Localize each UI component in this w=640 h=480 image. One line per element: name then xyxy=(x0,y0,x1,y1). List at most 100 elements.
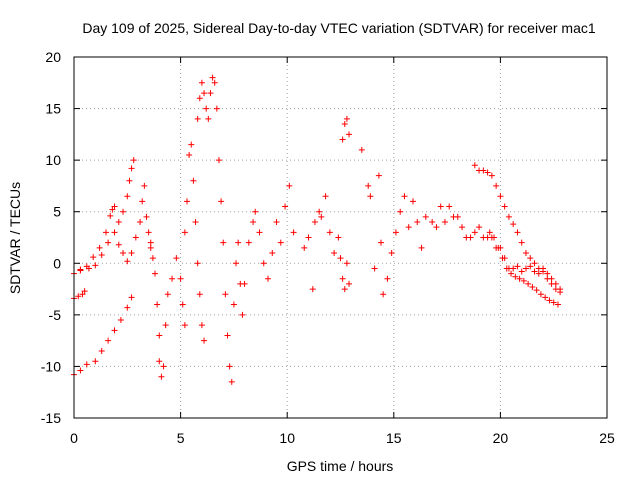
data-point xyxy=(117,317,124,324)
data-point xyxy=(213,105,220,112)
data-point xyxy=(260,260,267,267)
data-point xyxy=(98,347,105,354)
data-point xyxy=(548,280,555,287)
series-track-d xyxy=(77,157,137,273)
data-point xyxy=(388,249,395,256)
data-point xyxy=(198,79,205,86)
data-point xyxy=(215,157,222,164)
y-axis-label: SDTVAR / TECUs xyxy=(7,182,23,294)
data-point xyxy=(397,208,404,215)
data-point xyxy=(378,239,385,246)
data-point xyxy=(527,263,534,270)
data-point xyxy=(226,363,233,370)
data-point xyxy=(120,249,127,256)
data-point xyxy=(201,337,208,344)
data-point xyxy=(158,373,165,380)
data-point xyxy=(527,255,534,262)
data-point xyxy=(471,162,478,169)
data-point xyxy=(235,239,242,246)
data-point xyxy=(405,224,412,231)
data-point xyxy=(467,234,474,241)
x-tick-label: 25 xyxy=(599,430,615,446)
data-point xyxy=(128,249,135,256)
data-point xyxy=(90,254,97,261)
data-point xyxy=(77,266,84,273)
data-point xyxy=(186,151,193,158)
data-point xyxy=(497,244,504,251)
data-point xyxy=(384,275,391,282)
y-tick-label: -5 xyxy=(49,307,62,323)
data-point xyxy=(358,146,365,153)
data-point xyxy=(83,361,90,368)
data-point xyxy=(222,291,229,298)
data-point xyxy=(149,255,156,262)
data-point xyxy=(305,234,312,241)
y-tick-label: -10 xyxy=(41,358,61,374)
data-point xyxy=(557,289,564,296)
data-point xyxy=(111,327,118,334)
data-point xyxy=(339,275,346,282)
data-point xyxy=(518,239,525,246)
data-point xyxy=(422,213,429,220)
data-point xyxy=(522,265,529,272)
data-point xyxy=(484,169,491,176)
data-point xyxy=(201,90,208,97)
x-tick-label: 15 xyxy=(386,430,402,446)
data-point xyxy=(529,284,536,291)
data-point xyxy=(130,157,137,164)
data-point xyxy=(514,229,521,236)
data-point xyxy=(224,332,231,339)
data-point xyxy=(115,241,122,248)
data-point xyxy=(173,255,180,262)
series-track-l xyxy=(358,146,429,298)
plot-frame xyxy=(73,56,608,419)
data-point xyxy=(98,252,105,259)
data-point xyxy=(79,291,86,298)
data-point xyxy=(162,322,169,329)
data-point xyxy=(252,208,259,215)
data-point xyxy=(241,280,248,287)
data-point xyxy=(239,311,246,318)
data-point xyxy=(550,299,557,306)
data-point xyxy=(107,212,114,219)
data-point xyxy=(156,332,163,339)
data-point xyxy=(132,234,139,241)
data-point xyxy=(160,363,167,370)
x-tick-labels: 0 5 10 15 20 25 xyxy=(70,430,615,446)
data-point xyxy=(156,358,163,365)
chart-title: Day 109 of 2025, Sidereal Day-to-day VTE… xyxy=(82,20,595,36)
data-point xyxy=(418,244,425,251)
data-point xyxy=(141,182,148,189)
data-point xyxy=(75,293,82,300)
data-point xyxy=(546,297,553,304)
data-point xyxy=(531,260,538,267)
series-track-m xyxy=(429,203,500,251)
data-point xyxy=(120,208,127,215)
data-point xyxy=(542,294,549,301)
data-point xyxy=(230,301,237,308)
data-point xyxy=(346,280,353,287)
data-point xyxy=(96,244,103,251)
data-point xyxy=(269,249,276,256)
y-tick-label: 5 xyxy=(53,204,61,220)
data-point xyxy=(409,198,416,205)
data-point xyxy=(218,198,225,205)
data-point xyxy=(331,249,338,256)
data-point xyxy=(322,193,329,200)
x-tick-label: 20 xyxy=(493,430,509,446)
data-point xyxy=(493,182,500,189)
data-point xyxy=(290,229,297,236)
data-point xyxy=(105,239,112,246)
y-tick-label: 20 xyxy=(45,49,61,65)
data-point xyxy=(433,224,440,231)
x-tick-label: 10 xyxy=(279,430,295,446)
data-point xyxy=(365,182,372,189)
data-point xyxy=(505,213,512,220)
data-point xyxy=(501,255,508,262)
data-point xyxy=(181,322,188,329)
data-point xyxy=(181,229,188,236)
data-point xyxy=(311,219,318,226)
data-point xyxy=(471,229,478,236)
series-track-c xyxy=(71,294,135,378)
data-point xyxy=(480,167,487,174)
